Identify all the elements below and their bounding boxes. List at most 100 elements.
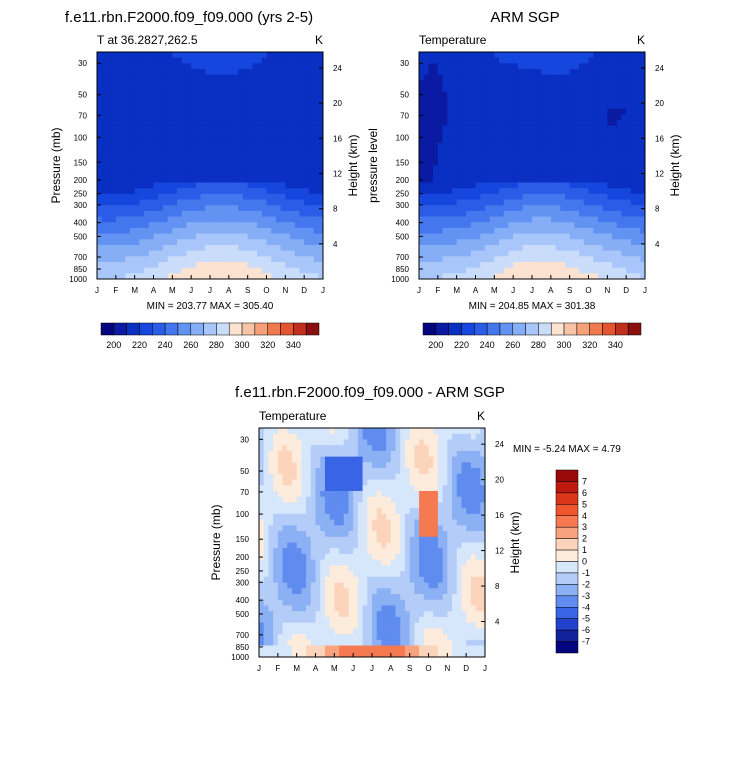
contour-cell: [271, 142, 277, 149]
contour-cell: [461, 513, 467, 521]
contour-cell: [357, 462, 363, 469]
contour-cell: [285, 86, 291, 93]
contour-cell: [419, 531, 425, 538]
contour-cell: [503, 165, 509, 172]
contour-cell: [475, 531, 481, 538]
contour-cell: [484, 210, 491, 217]
contour-cell: [357, 496, 363, 503]
contour-cell: [503, 57, 509, 64]
contour-cell: [452, 439, 458, 446]
contour-cell: [304, 114, 310, 121]
contour-cell: [101, 125, 107, 132]
contour-cell: [357, 456, 363, 463]
contour-cell: [290, 91, 296, 98]
contour-cell: [574, 108, 580, 115]
contour-cell: [569, 63, 575, 70]
contour-cell: [191, 120, 197, 127]
contour-cell: [195, 74, 201, 81]
contour-cell: [259, 479, 265, 486]
contour-cell: [167, 239, 173, 246]
contour-cell: [489, 57, 495, 64]
contour-cell: [271, 193, 277, 200]
contour-cell: [607, 182, 613, 189]
contour-cell: [290, 137, 296, 144]
contour-cell: [158, 233, 164, 240]
contour-cell: [290, 80, 296, 87]
contour-cell: [588, 261, 594, 269]
contour-cell: [228, 233, 234, 240]
contour-cell: [257, 227, 263, 234]
contour-cell: [115, 193, 121, 200]
contour-cell: [560, 193, 566, 200]
contour-cell: [304, 165, 310, 172]
contour-cell: [499, 233, 505, 240]
contour-cell: [348, 468, 354, 475]
contour-cell: [442, 103, 448, 110]
contour-cell: [357, 428, 363, 435]
contour-cell: [210, 273, 216, 280]
contour-cell: [285, 250, 291, 257]
contour-cell: [97, 108, 103, 115]
contour-cell: [308, 142, 314, 149]
contour-cell: [304, 108, 310, 115]
contour-cell: [97, 57, 103, 64]
contour-cell: [195, 108, 201, 115]
contour-cell: [318, 233, 324, 240]
contour-cell: [640, 120, 646, 127]
contour-cell: [139, 244, 145, 252]
contour-cell: [367, 531, 373, 538]
contour-cell: [153, 188, 159, 195]
contour-cell: [536, 210, 542, 217]
contour-cell: [158, 91, 164, 98]
contour-cell: [304, 103, 310, 110]
colorbar-label: 340: [608, 340, 623, 350]
contour-cell: [626, 52, 632, 59]
contour-cell: [153, 57, 159, 64]
contour-cell: [177, 57, 183, 64]
contour-cell: [129, 176, 136, 183]
contour-cell: [550, 80, 556, 87]
contour-cell: [148, 120, 154, 127]
contour-cell: [536, 188, 542, 195]
contour-cell: [423, 131, 429, 138]
contour-cell: [419, 199, 425, 206]
contour-cell: [419, 462, 425, 469]
contour-cell: [266, 142, 272, 149]
contour-cell: [228, 239, 234, 246]
contour-cell: [261, 256, 267, 263]
contour-cell: [461, 52, 467, 59]
contour-cell: [290, 233, 296, 240]
contour-cell: [564, 103, 571, 110]
contour-cell: [555, 52, 561, 59]
contour-cell: [513, 148, 519, 155]
contour-cell: [602, 227, 608, 234]
contour-cell: [158, 222, 164, 229]
contour-cell: [456, 57, 462, 64]
contour-cell: [186, 182, 192, 189]
contour-cell: [275, 86, 282, 93]
contour-cell: [210, 148, 216, 155]
contour-cell: [228, 261, 234, 269]
contour-cell: [503, 120, 509, 127]
contour-cell: [546, 256, 552, 263]
contour-cell: [367, 502, 373, 509]
contour-cell: [612, 239, 618, 246]
contour-cell: [275, 199, 282, 206]
contour-cell: [329, 428, 335, 435]
contour-cell: [626, 182, 632, 189]
contour-cell: [228, 86, 234, 93]
contour-cell: [602, 108, 608, 115]
y-tick-label: 200: [396, 176, 410, 185]
contour-cell: [139, 165, 145, 172]
contour-cell: [271, 210, 277, 217]
contour-cell: [111, 250, 117, 257]
contour-cell: [148, 233, 154, 240]
contour-cell: [579, 57, 585, 64]
contour-cell: [277, 490, 283, 498]
contour-cell: [428, 227, 434, 234]
contour-cell: [475, 165, 481, 172]
contour-cell: [219, 205, 225, 212]
contour-cell: [386, 445, 392, 452]
contour-cell: [115, 188, 121, 195]
contour-cell: [318, 91, 324, 98]
